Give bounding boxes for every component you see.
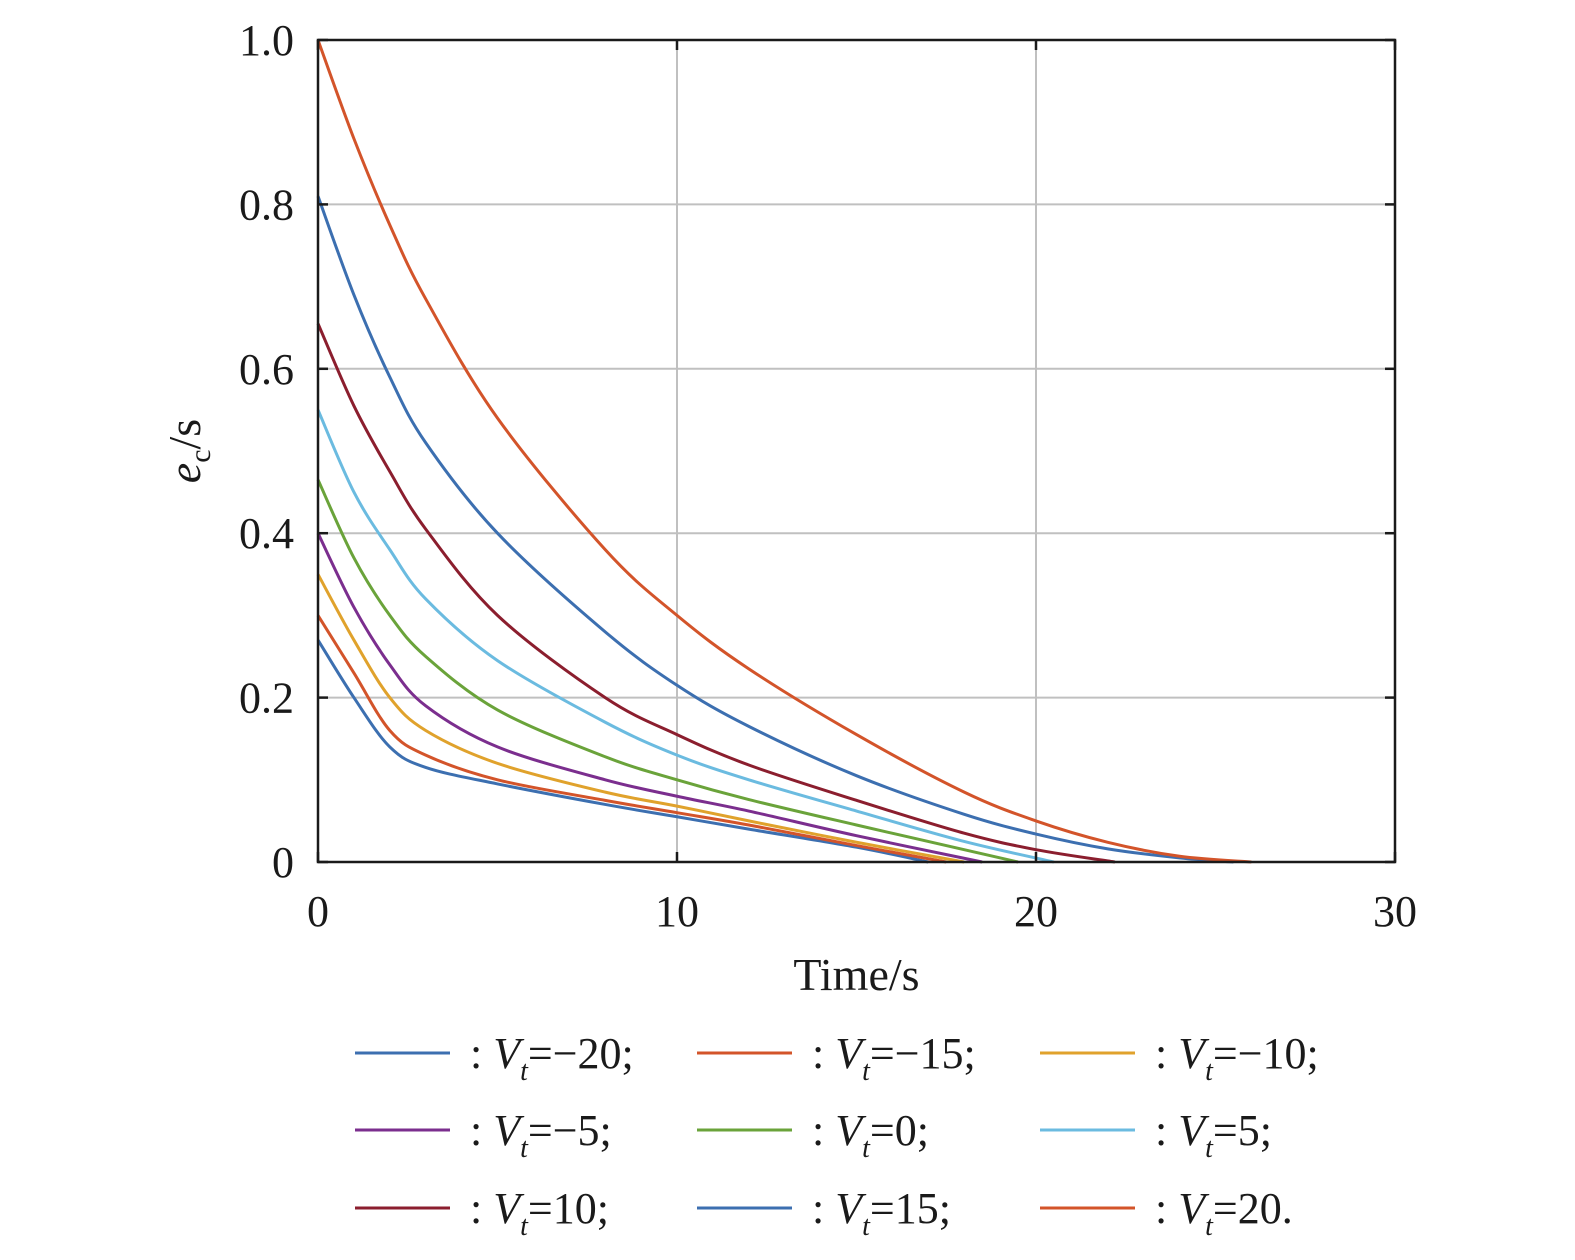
ticks — [316, 38, 1397, 864]
x-tick-label: 0 — [307, 887, 329, 936]
legend-label-sub: t — [862, 1133, 871, 1164]
legend-label-sep: : — [470, 1106, 493, 1155]
legend-label-rest: =−15; — [870, 1029, 976, 1078]
legend-item-2: : Vt=−15; — [697, 1029, 976, 1087]
legend-label-rest: =0; — [870, 1106, 929, 1155]
legend-item-8: : Vt=15; — [697, 1184, 951, 1242]
legend: : Vt=−20;: Vt=−15;: Vt=−10;: Vt=−5;: Vt=… — [355, 1029, 1319, 1242]
legend-label-sep: : — [470, 1029, 493, 1078]
y-axis-label-var: e — [159, 463, 210, 483]
series-lines — [316, 39, 1252, 864]
legend-label-var: V — [1178, 1029, 1210, 1078]
legend-label-rest: =15; — [870, 1184, 951, 1233]
legend-label-sub: t — [1205, 1211, 1214, 1242]
x-tick-label: 30 — [1373, 887, 1417, 936]
series-line-8 — [316, 195, 1234, 864]
legend-label-rest: =5; — [1213, 1106, 1272, 1155]
legend-item-4: : Vt=−5; — [355, 1106, 612, 1164]
legend-label-var: V — [835, 1184, 867, 1233]
x-tick-label: 10 — [655, 887, 699, 936]
legend-label-sub: t — [1205, 1133, 1214, 1164]
legend-label: : Vt=20. — [1155, 1184, 1293, 1242]
legend-label-sep: : — [812, 1029, 835, 1078]
legend-label-sep: : — [812, 1106, 835, 1155]
legend-label-var: V — [1178, 1106, 1210, 1155]
series-line-4 — [316, 532, 983, 864]
legend-label-var: V — [835, 1029, 867, 1078]
legend-label-rest: =20. — [1213, 1184, 1293, 1233]
series-line-7 — [316, 322, 1116, 864]
y-tick-label: 1.0 — [239, 16, 294, 65]
x-tick-label: 20 — [1014, 887, 1058, 936]
legend-item-7: : Vt=10; — [355, 1184, 609, 1242]
series-line-6 — [316, 409, 1055, 864]
legend-label: : Vt=−5; — [470, 1106, 612, 1164]
plot-frame — [316, 38, 1397, 864]
y-axis-label-unit: /s — [159, 419, 210, 450]
legend-label-var: V — [493, 1106, 525, 1155]
legend-item-5: : Vt=0; — [697, 1106, 929, 1164]
y-tick-label: 0 — [272, 838, 294, 887]
legend-label: : Vt=5; — [1155, 1106, 1272, 1164]
legend-label-sub: t — [862, 1056, 871, 1087]
legend-label-rest: =10; — [528, 1184, 609, 1233]
legend-label-var: V — [835, 1106, 867, 1155]
legend-item-9: : Vt=20. — [1040, 1184, 1293, 1242]
y-tick-label: 0.4 — [239, 509, 294, 558]
legend-label-sub: t — [520, 1133, 529, 1164]
series-line-9 — [316, 39, 1252, 864]
legend-item-6: : Vt=5; — [1040, 1106, 1272, 1164]
y-tick-label: 0.6 — [239, 345, 294, 394]
legend-label-sep: : — [1155, 1106, 1178, 1155]
y-axis-label-sub: c — [184, 449, 217, 462]
series-line-5 — [316, 479, 1019, 864]
series-line-2 — [316, 614, 947, 864]
legend-label-sub: t — [862, 1211, 871, 1242]
legend-label-var: V — [1178, 1184, 1210, 1233]
x-tick-labels: 0 10 20 30 — [307, 887, 1417, 936]
legend-label: : Vt=0; — [812, 1106, 929, 1164]
legend-label-sep: : — [812, 1184, 835, 1233]
legend-label-sep: : — [470, 1184, 493, 1233]
legend-label-var: V — [493, 1184, 525, 1233]
legend-item-3: : Vt=−10; — [1040, 1029, 1319, 1087]
legend-label: : Vt=−10; — [1155, 1029, 1319, 1087]
legend-label-rest: =−20; — [528, 1029, 634, 1078]
series-line-1 — [316, 639, 929, 864]
y-tick-labels: 0 0.2 0.4 0.6 0.8 1.0 — [239, 16, 294, 887]
y-axis-label: ec/s — [159, 419, 217, 483]
legend-label-sep: : — [1155, 1184, 1178, 1233]
legend-label: : Vt=−20; — [470, 1029, 634, 1087]
y-tick-label: 0.8 — [239, 180, 294, 229]
legend-label-var: V — [493, 1029, 525, 1078]
series-line-3 — [316, 573, 965, 864]
legend-label: : Vt=10; — [470, 1184, 609, 1242]
legend-label-rest: =−10; — [1213, 1029, 1319, 1078]
legend-label: : Vt=15; — [812, 1184, 951, 1242]
legend-label-sep: : — [1155, 1029, 1178, 1078]
x-axis-label: Time/s — [793, 949, 919, 1000]
legend-label-sub: t — [520, 1211, 529, 1242]
legend-item-1: : Vt=−20; — [355, 1029, 634, 1087]
legend-label-sub: t — [1205, 1056, 1214, 1087]
legend-label-rest: =−5; — [528, 1106, 612, 1155]
legend-label-sub: t — [520, 1056, 529, 1087]
y-tick-label: 0.2 — [239, 674, 294, 723]
legend-label: : Vt=−15; — [812, 1029, 976, 1087]
